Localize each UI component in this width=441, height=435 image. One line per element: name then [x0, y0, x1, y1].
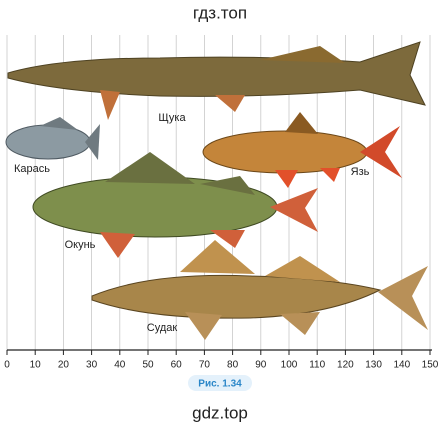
tick-label: 130 [365, 360, 382, 371]
perch [32, 152, 318, 258]
caption-box [188, 375, 252, 391]
tick-label: 140 [393, 360, 410, 371]
tick-label: 40 [114, 360, 126, 371]
watermark: gdz.top [192, 403, 248, 422]
tick-label: 110 [309, 360, 325, 371]
ide [202, 112, 402, 188]
fish-label: Карась [14, 163, 50, 175]
caption: Рис. 1.34 [198, 379, 242, 390]
fish-label: Язь [351, 166, 370, 178]
pike [7, 41, 426, 120]
tick-label: 90 [255, 360, 267, 371]
tick-label: 20 [58, 360, 70, 371]
tick-label: 80 [227, 360, 239, 371]
tick-label: 0 [4, 360, 10, 371]
tick-label: 30 [86, 360, 98, 371]
tick-label: 50 [142, 360, 154, 371]
tick-label: 10 [30, 360, 42, 371]
watermark: гдз.топ [193, 3, 247, 22]
fish-label: Щука [158, 112, 186, 124]
tick-label: 150 [422, 360, 439, 371]
zander [91, 240, 428, 340]
tick-label: 120 [337, 360, 354, 371]
tick-label: 100 [281, 360, 298, 371]
tick-label: 70 [199, 360, 211, 371]
fish-label: Судак [147, 322, 178, 334]
tick-label: 60 [171, 360, 183, 371]
fish-label: Окунь [65, 239, 96, 251]
crucian [5, 117, 100, 160]
ruler-ticks: 0 10 20 30 40 50 60 70 80 90 100 110 120 130 140 150 [4, 350, 439, 371]
